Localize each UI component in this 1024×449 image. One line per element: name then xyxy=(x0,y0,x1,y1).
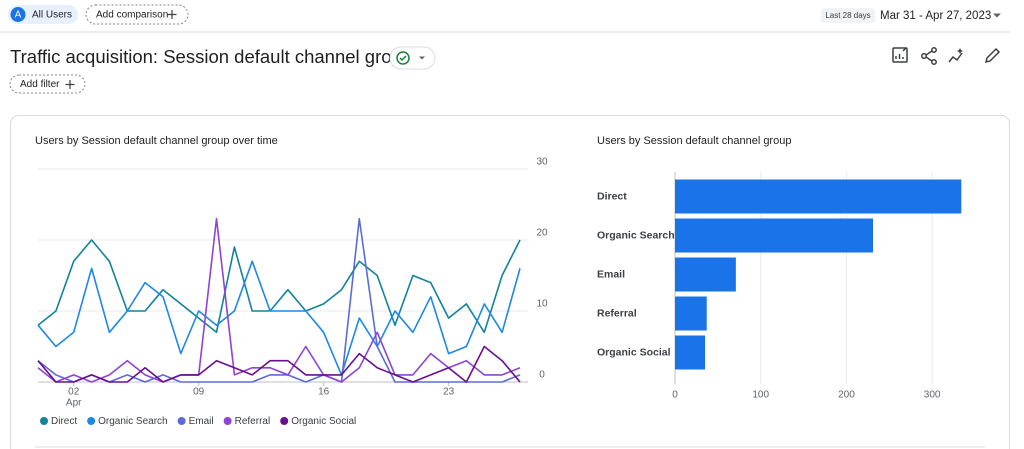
series-line xyxy=(37,239,521,334)
bar xyxy=(675,257,736,292)
status-caret xyxy=(419,56,425,60)
series-line xyxy=(37,260,521,376)
segment-initial: A xyxy=(15,10,22,21)
category-label: Direct xyxy=(597,190,627,202)
category-label: Email xyxy=(597,268,625,280)
y-tick-label: 30 xyxy=(536,157,548,168)
check-icon xyxy=(396,51,410,65)
segment-chip[interactable] xyxy=(8,5,78,24)
check-mark xyxy=(399,55,407,62)
date-range[interactable]: Mar 31 - Apr 27, 2023 xyxy=(880,10,991,22)
legend-swatch xyxy=(280,417,289,425)
add-comparison-chip[interactable] xyxy=(85,4,189,25)
date-label-bg xyxy=(821,8,875,23)
plus-icon xyxy=(167,10,177,19)
y-tick-label: 0 xyxy=(539,370,545,381)
x-month-label: Apr xyxy=(66,398,82,409)
legend-label: Referral xyxy=(235,416,271,427)
legend-swatch xyxy=(40,417,48,425)
y-tick-label: 10 xyxy=(536,299,548,310)
line-chart-title: Users by Session default channel group o… xyxy=(35,135,278,147)
legend-label: Email xyxy=(189,416,214,427)
insights-icon[interactable] xyxy=(948,48,963,63)
legend-swatch xyxy=(177,417,186,425)
customize-icon[interactable] xyxy=(892,47,908,63)
legend-label: Organic Search xyxy=(98,416,167,427)
x-tick-label: 23 xyxy=(443,387,455,398)
share-icon[interactable] xyxy=(921,47,937,65)
x-tick-label: 300 xyxy=(924,390,941,401)
bar xyxy=(675,296,707,331)
x-tick-label: 09 xyxy=(193,387,205,398)
add-filter-chip[interactable] xyxy=(9,74,86,94)
series-line xyxy=(37,217,521,383)
x-tick-label: 02 xyxy=(68,387,80,398)
series-line xyxy=(37,217,521,383)
edit-icon[interactable] xyxy=(984,47,1001,64)
bar xyxy=(675,179,962,214)
x-tick-label: 0 xyxy=(672,390,678,401)
legend-swatch xyxy=(87,417,96,425)
card xyxy=(10,115,1010,449)
add-filter: Add filter xyxy=(20,79,60,90)
x-tick-label: 100 xyxy=(752,390,769,401)
x-tick-label: 16 xyxy=(318,387,330,398)
segment-avatar xyxy=(10,7,26,22)
legend-label: Organic Social xyxy=(291,416,356,427)
bar xyxy=(675,218,873,253)
toolbar xyxy=(892,47,1001,65)
category-label: Organic Search xyxy=(597,229,675,241)
legend-swatch xyxy=(223,417,232,425)
bar xyxy=(675,335,705,370)
date-caret[interactable] xyxy=(993,13,1001,18)
y-tick-label: 20 xyxy=(536,228,548,239)
add-comparison: Add comparison xyxy=(96,10,168,21)
report-title: Traffic acquisition: Session default cha… xyxy=(10,46,412,67)
category-label: Organic Social xyxy=(597,346,671,358)
legend-label: Direct xyxy=(51,416,77,427)
category-label: Referral xyxy=(597,307,637,319)
plus-icon xyxy=(65,80,75,89)
bar-chart-title: Users by Session default channel group xyxy=(597,135,791,147)
segment-name: All Users xyxy=(32,10,72,21)
date-range-label: Last 28 days xyxy=(825,11,870,20)
series-line xyxy=(37,345,521,383)
x-tick-label: 200 xyxy=(838,390,855,401)
